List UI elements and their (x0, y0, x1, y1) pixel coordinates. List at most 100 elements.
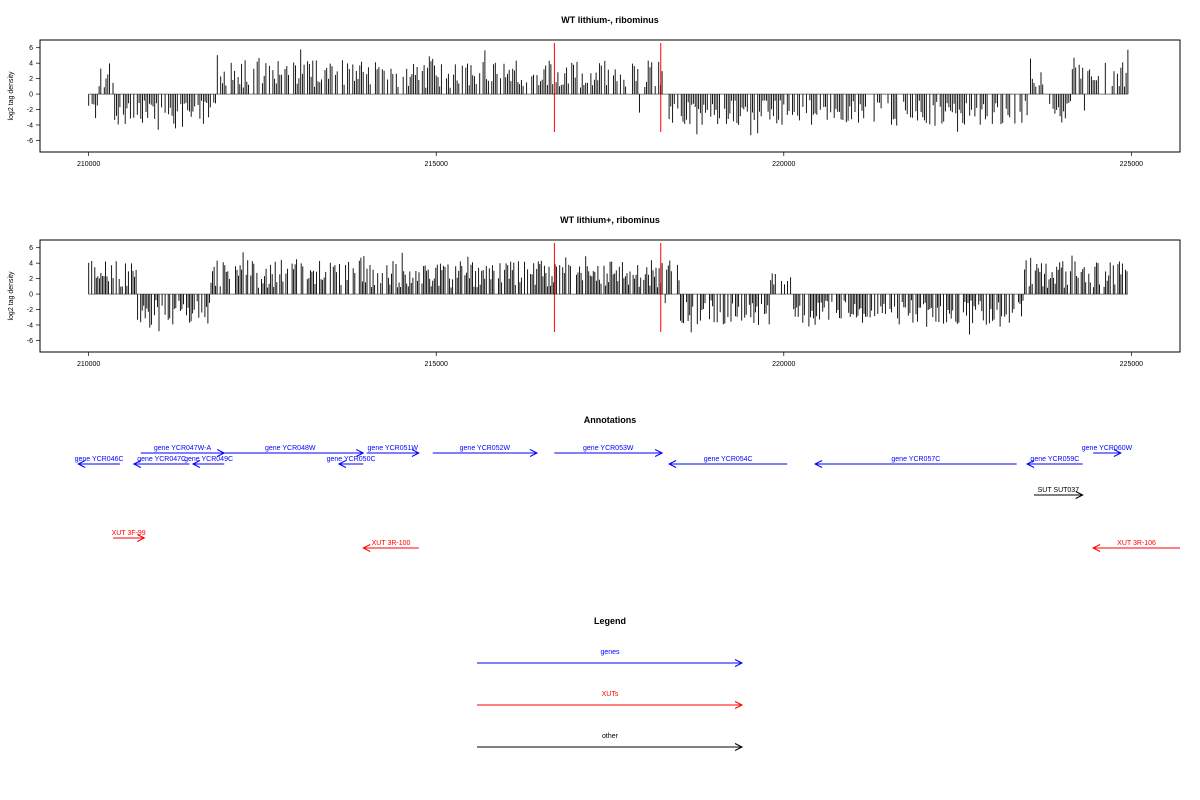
annotation-feature: XUT 3R-100 (362, 540, 419, 552)
annotation-label: gene YCR051W (368, 445, 419, 452)
density-bars (88, 252, 1128, 335)
annotation-feature: gene YCR047W-A (140, 445, 226, 457)
y-tick-label: 6 (29, 45, 33, 52)
legend-label: genes (600, 649, 620, 656)
annotation-arrowhead (1113, 449, 1123, 457)
y-tick-label: -2 (27, 107, 33, 114)
y-tick-label: 0 (29, 292, 33, 299)
legend-arrowhead (734, 701, 744, 709)
annotation-arrowhead (654, 449, 664, 457)
annotation-label: gene YCR057C (891, 456, 940, 463)
annotation-feature: gene YCR046C (75, 456, 124, 468)
annotations-track: Annotations gene YCR046C gene YCR047W-A ge… (75, 415, 1180, 552)
annotation-arrowhead (813, 460, 823, 468)
annotation-arrowhead (191, 460, 201, 468)
y-tick-label: -6 (27, 338, 33, 345)
x-tick-label: 220000 (772, 361, 795, 368)
legend-arrowhead (734, 659, 744, 667)
y-tick-label: 0 (29, 92, 33, 99)
y-tick-label: 2 (29, 276, 33, 283)
y-tick-label: -2 (27, 307, 33, 314)
x-tick-label: 220000 (772, 161, 795, 168)
y-axis: 6 4 2 0 -2 -4 -6 (27, 245, 40, 345)
plot-frame (39, 39, 1181, 153)
annotation-feature: gene YCR053W (554, 445, 664, 457)
legend-entry: genes (477, 649, 744, 667)
bar-series (88, 252, 1128, 335)
density-panel-lithium-minus: WT lithium-, ribominus log2 tag density … (8, 15, 1181, 168)
annotation-label: gene YCR054C (704, 456, 753, 463)
annotation-arrowhead (411, 449, 420, 457)
annotation-label: gene YCR050C (327, 456, 376, 463)
legend-entry: other (477, 733, 744, 751)
annotation-feature: gene YCR051W (366, 445, 420, 457)
annotation-arrowhead (1075, 491, 1084, 499)
annotation-label: gene YCR049C (184, 456, 233, 463)
annotation-arrowhead (362, 544, 371, 552)
annotation-feature: SUT SUT037 (1034, 487, 1084, 499)
y-axis-label: log2 tag density (8, 271, 15, 321)
annotation-arrowhead (132, 460, 142, 468)
x-tick-label: 225000 (1120, 161, 1143, 168)
y-tick-label: 2 (29, 76, 33, 83)
annotation-arrowhead (137, 534, 146, 542)
annotation-feature: gene YCR048W (217, 445, 365, 457)
annotation-arrowhead (667, 460, 677, 468)
annotation-label: gene YCR052W (460, 445, 511, 452)
annotation-arrowhead (1091, 544, 1101, 552)
annotation-arrowhead (77, 460, 86, 468)
annotations-title: Annotations (584, 415, 637, 425)
marker-lines (553, 243, 662, 332)
legend-entry: XUTs (477, 691, 744, 709)
annotation-label: gene YCR048W (265, 445, 316, 452)
y-tick-label: -4 (27, 322, 33, 329)
x-axis: 210000 215000 220000 225000 (77, 352, 1143, 368)
y-tick-label: -4 (27, 122, 33, 129)
x-tick-label: 215000 (425, 361, 448, 368)
annotation-feature: gene YCR049C (184, 456, 233, 468)
y-axis: 6 4 2 0 -2 -4 -6 (27, 45, 40, 145)
annotation-label: XUT 3R-106 (1117, 540, 1156, 547)
bar-series (88, 49, 1129, 136)
annotation-label: gene YCR059C (1030, 456, 1079, 463)
plot-frame (39, 239, 1181, 353)
x-tick-label: 210000 (77, 361, 100, 368)
annotation-feature: XUT 3R-106 (1091, 540, 1180, 552)
annotation-arrowhead (529, 449, 539, 457)
annotation-label: XUT 3R-100 (372, 540, 411, 547)
annotation-feature: gene YCR052W (432, 445, 539, 457)
annotation-arrowhead (1025, 460, 1035, 468)
annotation-feature: gene YCR059C (1025, 456, 1083, 468)
legend-label: other (602, 733, 619, 740)
annotation-feature: gene YCR047C (132, 456, 190, 468)
y-tick-label: -6 (27, 138, 33, 145)
density-panel-lithium-plus: WT lithium+, ribominus log2 tag density … (8, 215, 1181, 368)
x-tick-label: 210000 (77, 161, 100, 168)
x-axis: 210000 215000 220000 225000 (77, 152, 1143, 168)
panel-title: WT lithium-, ribominus (561, 15, 659, 25)
x-tick-label: 215000 (425, 161, 448, 168)
legend: Legend genes XUTs other (477, 616, 744, 751)
annotation-feature: XUT 3F-99 (112, 530, 146, 542)
x-tick-label: 225000 (1120, 361, 1143, 368)
y-tick-label: 6 (29, 245, 33, 252)
density-bars (88, 49, 1129, 136)
annotation-label: gene YCR046C (75, 456, 124, 463)
annotation-feature: gene YCR057C (813, 456, 1017, 468)
annotation-arrowhead (337, 460, 347, 468)
y-tick-label: 4 (29, 61, 33, 68)
panel-title: WT lithium+, ribominus (560, 215, 660, 225)
annotation-feature: gene YCR054C (667, 456, 788, 468)
annotation-arrowhead (356, 449, 365, 457)
legend-arrowhead (734, 743, 744, 751)
annotation-feature: gene YCR050C (327, 456, 376, 468)
annotation-label: gene YCR047W-A (154, 445, 212, 452)
y-axis-label: log2 tag density (8, 71, 15, 121)
annotation-label: gene YCR060W (1082, 445, 1133, 452)
y-tick-label: 4 (29, 261, 33, 268)
legend-label: XUTs (602, 691, 619, 698)
annotation-label: SUT SUT037 (1038, 487, 1080, 494)
annotation-label: gene YCR053W (583, 445, 634, 452)
marker-lines (553, 43, 662, 132)
